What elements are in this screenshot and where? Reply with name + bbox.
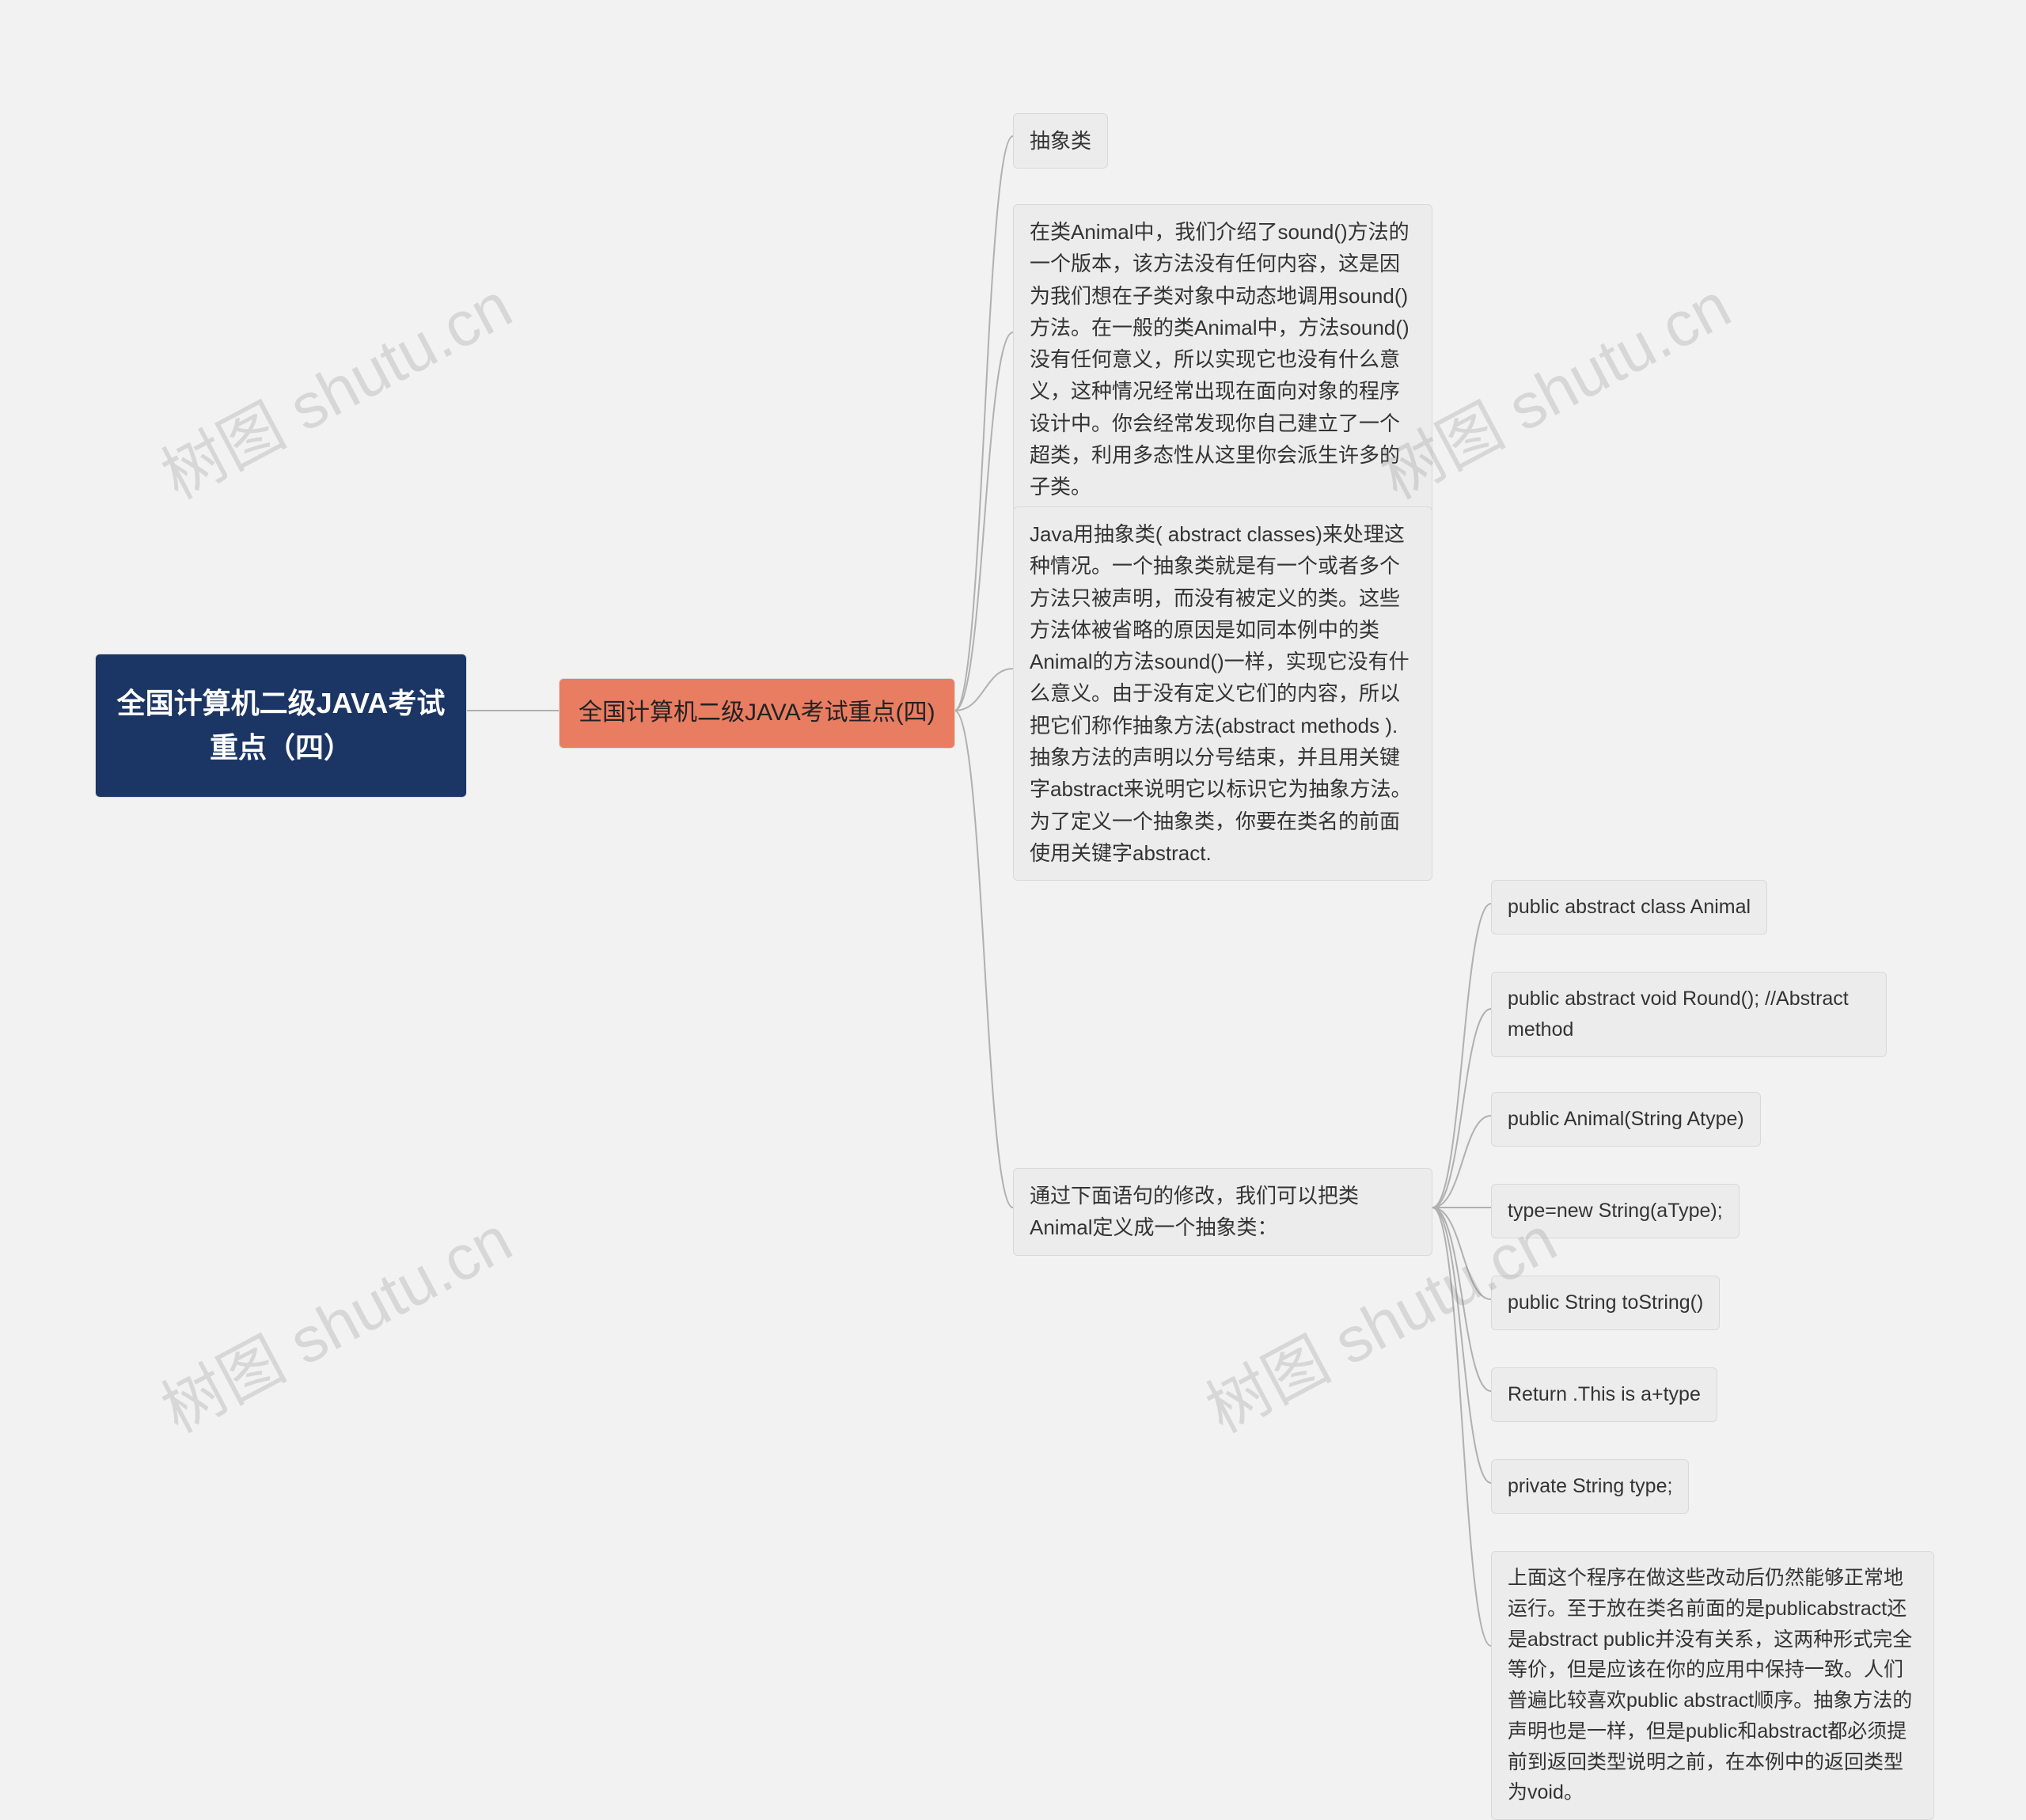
node-text: 通过下面语句的修改，我们可以把类Animal定义成一个抽象类：	[1030, 1184, 1359, 1239]
leaf-text: public abstract class Animal	[1508, 896, 1751, 918]
leaf-text: Return .This is a+type	[1508, 1383, 1701, 1405]
leaf-text: type=new String(aType);	[1508, 1200, 1723, 1222]
node-text: 在类Animal中，我们介绍了sound()方法的一个版本，该方法没有任何内容，…	[1030, 220, 1409, 499]
leaf-code-6[interactable]: private String type;	[1491, 1459, 1689, 1514]
leaf-code-5[interactable]: Return .This is a+type	[1491, 1367, 1717, 1422]
leaf-text: 上面这个程序在做这些改动后仍然能够正常地运行。至于放在类名前面的是publica…	[1508, 1567, 1912, 1803]
node-text: Java用抽象类( abstract classes)来处理这种情况。一个抽象类…	[1030, 522, 1412, 865]
leaf-code-2[interactable]: public Animal(String Atype)	[1491, 1092, 1761, 1147]
root-node[interactable]: 全国计算机二级JAVA考试 重点（四）	[95, 654, 467, 798]
node-abstract-explain[interactable]: Java用抽象类( abstract classes)来处理这种情况。一个抽象类…	[1013, 506, 1432, 881]
leaf-text: public Animal(String Atype)	[1508, 1108, 1744, 1130]
watermark: 树图 shutu.cn	[143, 256, 525, 517]
leaf-text: public String toString()	[1508, 1291, 1703, 1314]
node-text: 抽象类	[1030, 129, 1091, 153]
node-abstract-class[interactable]: 抽象类	[1013, 113, 1108, 169]
leaf-code-7[interactable]: 上面这个程序在做这些改动后仍然能够正常地运行。至于放在类名前面的是publica…	[1491, 1551, 1934, 1820]
level1-node[interactable]: 全国计算机二级JAVA考试重点(四)	[559, 678, 955, 749]
leaf-code-1[interactable]: public abstract void Round(); //Abstract…	[1491, 972, 1887, 1057]
leaf-code-3[interactable]: type=new String(aType);	[1491, 1184, 1740, 1238]
level1-label: 全国计算机二级JAVA考试重点(四)	[579, 700, 935, 726]
leaf-code-0[interactable]: public abstract class Animal	[1491, 880, 1767, 935]
leaf-code-4[interactable]: public String toString()	[1491, 1276, 1720, 1330]
watermark: 树图 shutu.cn	[143, 1189, 525, 1450]
leaf-text: public abstract void Round(); //Abstract…	[1508, 988, 1849, 1041]
root-label: 全国计算机二级JAVA考试 重点（四）	[117, 687, 446, 764]
node-sound-desc[interactable]: 在类Animal中，我们介绍了sound()方法的一个版本，该方法没有任何内容，…	[1013, 204, 1432, 515]
node-code-intro[interactable]: 通过下面语句的修改，我们可以把类Animal定义成一个抽象类：	[1013, 1168, 1432, 1256]
leaf-text: private String type;	[1508, 1475, 1672, 1497]
